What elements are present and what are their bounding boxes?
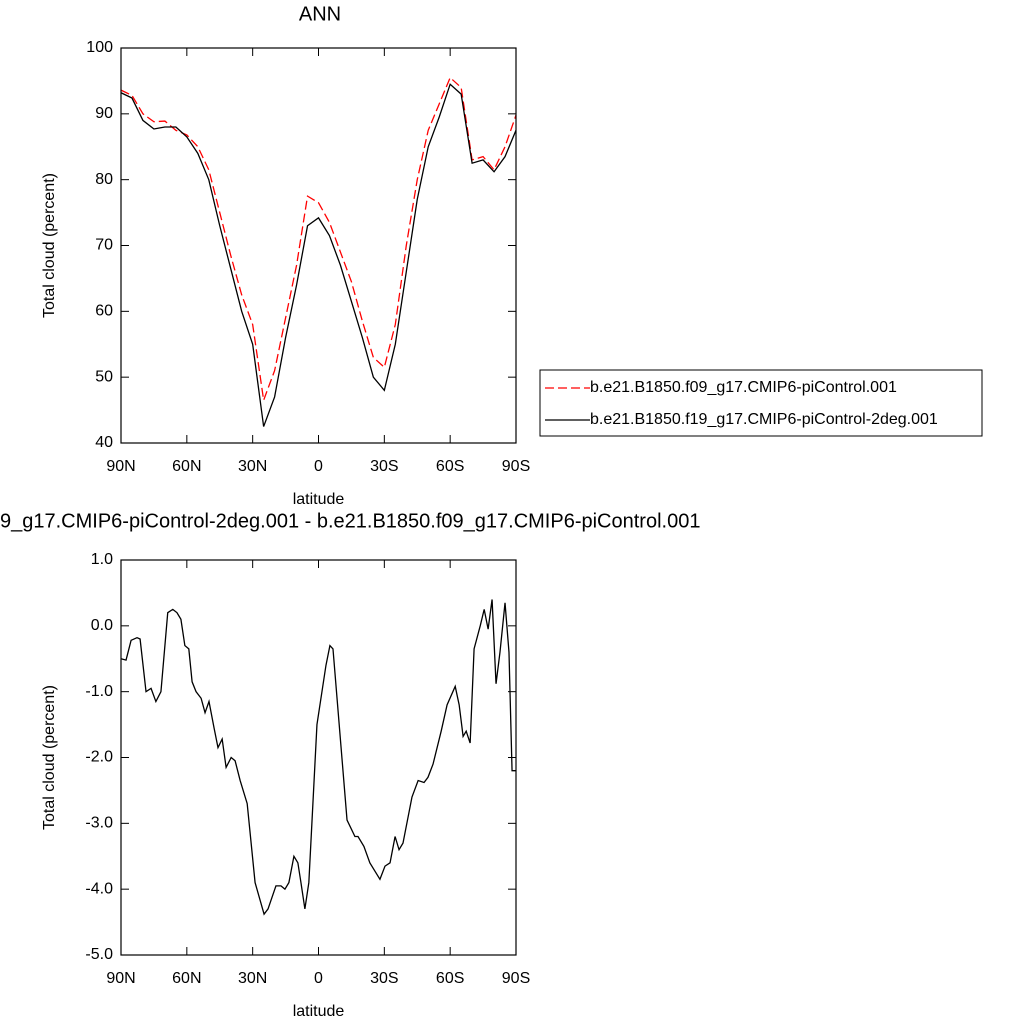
y-tick-label: -2.0 xyxy=(85,749,113,766)
y-tick-label: 0.0 xyxy=(91,617,113,634)
x-tick-label: 60S xyxy=(436,970,464,987)
x-tick-label: 90S xyxy=(502,458,530,475)
legend-box xyxy=(539,369,983,437)
x-tick-label: 90N xyxy=(106,970,135,987)
y-tick-label: 60 xyxy=(95,303,113,320)
x-tick-label: 30S xyxy=(370,458,398,475)
x-tick-label: 60N xyxy=(172,458,201,475)
y-tick-label: 80 xyxy=(95,171,113,188)
x-tick-label: 0 xyxy=(314,458,323,475)
y-axis-label: Total cloud (percent) xyxy=(41,685,58,830)
x-tick-label: 90N xyxy=(106,458,135,475)
x-tick-label: 60S xyxy=(436,458,464,475)
y-tick-label: -4.0 xyxy=(85,880,113,897)
y-tick-label: 90 xyxy=(95,105,113,122)
x-tick-label: 30N xyxy=(238,458,267,475)
y-tick-label: 40 xyxy=(95,434,113,451)
y-tick-label: 100 xyxy=(86,39,113,56)
x-tick-label: 60N xyxy=(172,970,201,987)
chart-title: ANN xyxy=(299,3,341,25)
plot-frame xyxy=(120,559,517,956)
series-line xyxy=(120,599,516,916)
x-axis-label: latitude xyxy=(293,1003,345,1020)
series-line xyxy=(120,76,517,401)
legend-label: b.e21.B1850.f19_g17.CMIP6-piControl-2deg… xyxy=(590,411,938,428)
plot-frame xyxy=(120,47,517,444)
y-axis-label: Total cloud (percent) xyxy=(41,173,58,318)
x-axis-label: latitude xyxy=(293,491,345,508)
x-tick-label: 30N xyxy=(238,970,267,987)
y-tick-label: -3.0 xyxy=(85,815,113,832)
y-tick-label: 1.0 xyxy=(91,551,113,568)
x-tick-label: 0 xyxy=(314,970,323,987)
chart-title: 9_g17.CMIP6-piControl-2deg.001 - b.e21.B… xyxy=(0,510,700,532)
x-tick-label: 30S xyxy=(370,970,398,987)
series-line xyxy=(120,83,517,427)
y-tick-label: -5.0 xyxy=(85,946,113,963)
y-tick-label: 70 xyxy=(95,237,113,254)
legend-label: b.e21.B1850.f09_g17.CMIP6-piControl.001 xyxy=(590,379,897,396)
y-tick-label: 50 xyxy=(95,368,113,385)
x-tick-label: 90S xyxy=(502,970,530,987)
y-tick-label: -1.0 xyxy=(85,683,113,700)
